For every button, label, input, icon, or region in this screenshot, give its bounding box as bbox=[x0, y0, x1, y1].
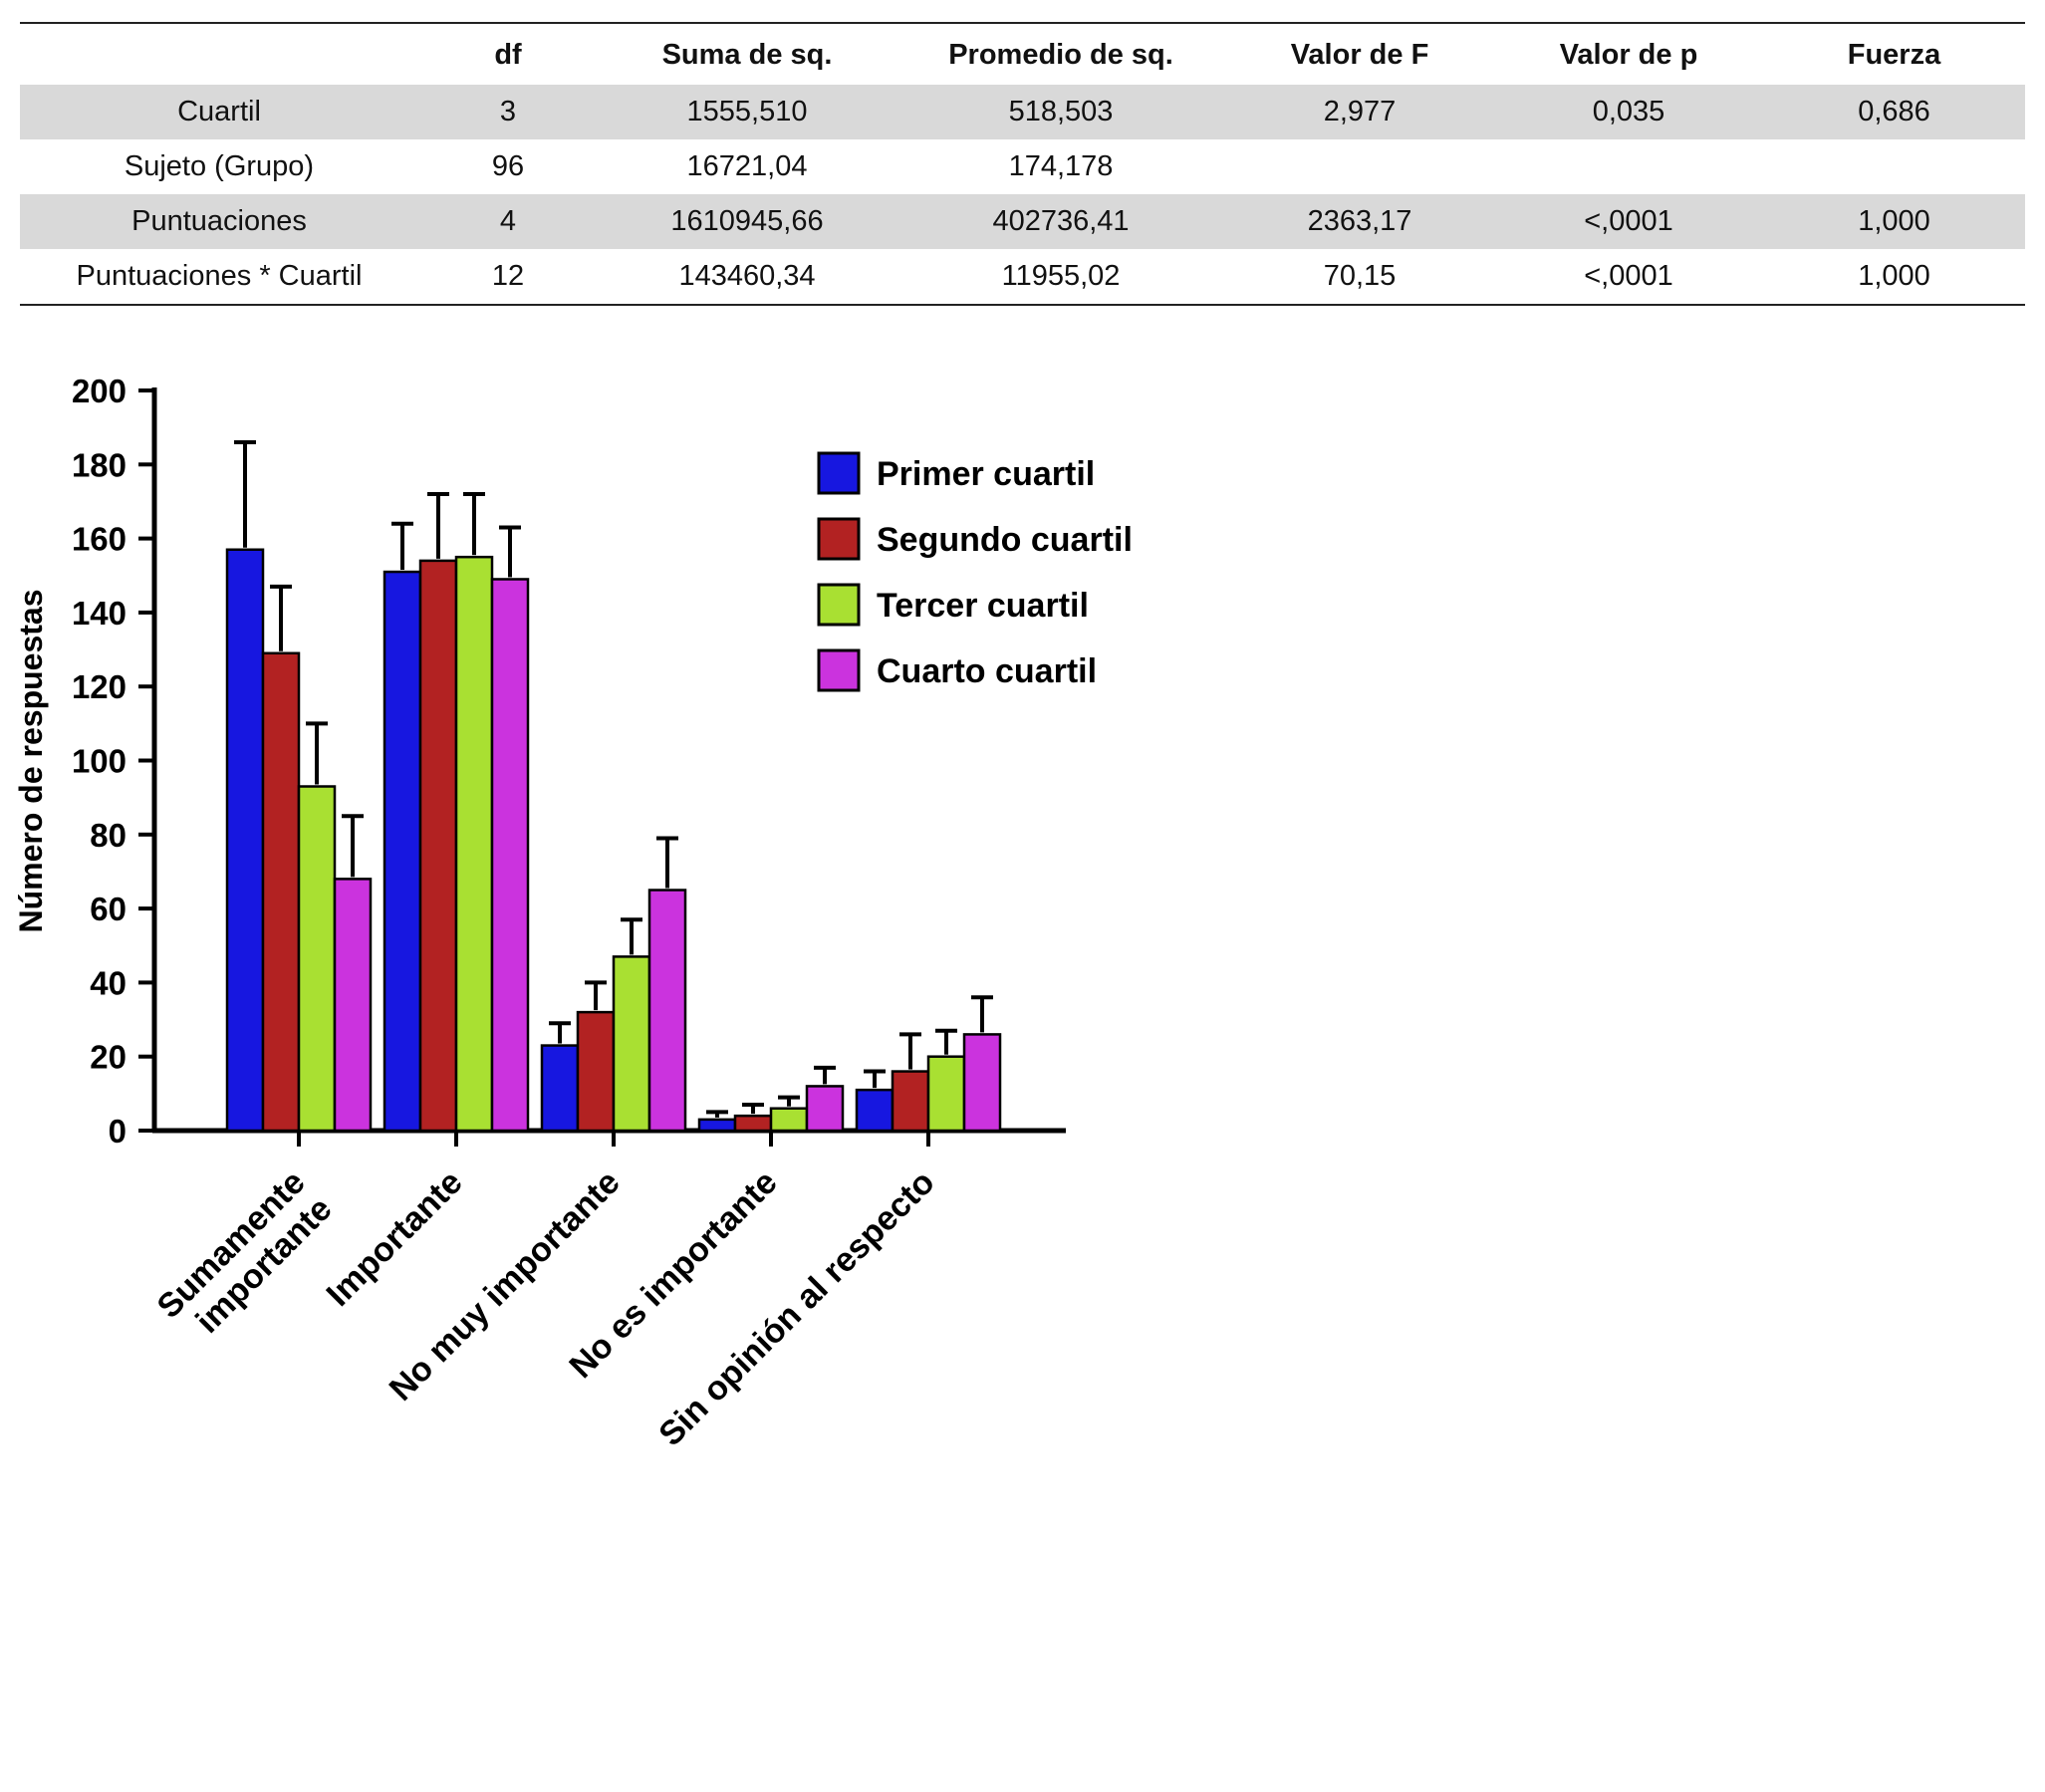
table-cell: 2363,17 bbox=[1307, 205, 1412, 237]
x-category-label: Sin opinión al respecto bbox=[651, 1163, 941, 1453]
bar bbox=[540, 1044, 580, 1133]
legend-swatch bbox=[817, 583, 861, 627]
bar bbox=[891, 1070, 930, 1133]
column-header: Promedio de sq. bbox=[948, 39, 1173, 71]
table-row: Cuartil 3 1555,510 518,503 2,977 0,035 0,686 bbox=[20, 85, 2025, 139]
anova-table-header: df Suma de sq. Promedio de sq. Valor de F Va… bbox=[20, 23, 2025, 85]
bar bbox=[297, 785, 337, 1133]
legend-label: Primer cuartil bbox=[877, 455, 1095, 493]
table-cell: 402736,41 bbox=[992, 205, 1130, 237]
y-tick-label: 200 bbox=[72, 373, 127, 409]
bar bbox=[926, 1055, 966, 1133]
table-cell: 1555,510 bbox=[686, 96, 808, 128]
y-tick-label: 40 bbox=[90, 964, 127, 1001]
table-cell: 2,977 bbox=[1323, 96, 1397, 128]
table-cell: 1,000 bbox=[1858, 260, 1930, 292]
table-cell: 518,503 bbox=[1008, 96, 1114, 128]
row-label: Puntuaciones * Cuartil bbox=[76, 260, 363, 292]
column-header: Suma de sq. bbox=[661, 39, 833, 71]
table-cell: 0,035 bbox=[1592, 96, 1665, 128]
table-cell: 0,686 bbox=[1858, 96, 1930, 128]
legend-swatch bbox=[817, 517, 861, 561]
table-cell: 4 bbox=[499, 205, 517, 237]
column-header: Valor de p bbox=[1559, 39, 1698, 71]
column-header: Fuerza bbox=[1847, 39, 1941, 71]
y-tick-label: 80 bbox=[90, 817, 127, 854]
table-cell bbox=[1763, 139, 2025, 194]
bar bbox=[261, 651, 301, 1133]
legend-label: Segundo cuartil bbox=[877, 521, 1133, 559]
grouped-bar-chart: 0 20 40 60 80 100 120 140 160 180 200 Número de res… bbox=[13, 373, 1133, 1453]
y-tick-label: 0 bbox=[109, 1113, 127, 1150]
legend-swatch bbox=[817, 451, 861, 495]
bar bbox=[454, 555, 494, 1133]
row-label: Cuartil bbox=[177, 96, 261, 128]
bar bbox=[612, 955, 651, 1133]
row-label-header bbox=[20, 23, 418, 85]
legend-label: Tercer cuartil bbox=[877, 587, 1089, 625]
bar bbox=[576, 1010, 616, 1133]
x-category-label: Sumamenteimportante bbox=[150, 1163, 340, 1353]
y-axis-title: Número de respuestas bbox=[13, 589, 49, 932]
bar bbox=[418, 559, 458, 1133]
table-cell: 143460,34 bbox=[678, 260, 816, 292]
table-row: Sujeto (Grupo) 96 16721,04 174,178 bbox=[20, 139, 2025, 194]
table-cell: 16721,04 bbox=[686, 150, 808, 182]
table-cell: 3 bbox=[499, 96, 517, 128]
bar bbox=[490, 578, 530, 1133]
bar bbox=[225, 548, 265, 1133]
table-cell: 1610945,66 bbox=[670, 205, 824, 237]
anova-table-body: Cuartil 3 1555,510 518,503 2,977 0,035 0,686 Su… bbox=[20, 85, 2025, 305]
bar bbox=[733, 1114, 773, 1133]
legend-swatch bbox=[817, 648, 861, 692]
table-row: Puntuaciones * Cuartil 12 143460,34 11955,0… bbox=[20, 249, 2025, 305]
table-cell: 12 bbox=[491, 260, 525, 292]
bar bbox=[962, 1033, 1002, 1133]
row-label: Sujeto (Grupo) bbox=[124, 150, 315, 182]
column-header: Valor de F bbox=[1290, 39, 1429, 71]
y-tick-label: 20 bbox=[90, 1039, 127, 1076]
table-cell: 11955,02 bbox=[1001, 260, 1121, 292]
bar bbox=[855, 1088, 895, 1133]
bar bbox=[805, 1085, 845, 1133]
column-header: df bbox=[494, 39, 522, 71]
y-tick-label: 60 bbox=[90, 891, 127, 927]
table-cell: <,0001 bbox=[1584, 260, 1673, 292]
y-tick-label: 100 bbox=[72, 743, 127, 780]
row-label: Puntuaciones bbox=[131, 205, 307, 237]
table-cell bbox=[1225, 139, 1494, 194]
table-cell: 1,000 bbox=[1858, 205, 1930, 237]
x-category-label: Importante bbox=[320, 1163, 470, 1314]
table-cell bbox=[1494, 139, 1763, 194]
anova-table: df Suma de sq. Promedio de sq. Valor de F Va… bbox=[20, 22, 2025, 306]
anova-header-row: df Suma de sq. Promedio de sq. Valor de F Va… bbox=[20, 23, 2025, 85]
bar bbox=[769, 1107, 809, 1133]
bar bbox=[647, 889, 687, 1133]
table-cell: 174,178 bbox=[1008, 150, 1114, 182]
bar bbox=[383, 570, 422, 1133]
table-cell: 70,15 bbox=[1323, 260, 1397, 292]
y-tick-label: 140 bbox=[72, 595, 127, 632]
table-row: Puntuaciones 4 1610945,66 402736,41 2363,17 <… bbox=[20, 194, 2025, 249]
y-tick-label: 180 bbox=[72, 446, 127, 483]
table-cell: <,0001 bbox=[1584, 205, 1673, 237]
y-tick-label: 160 bbox=[72, 521, 127, 558]
bar bbox=[697, 1118, 737, 1133]
legend-label: Cuarto cuartil bbox=[877, 652, 1097, 690]
y-tick-label: 120 bbox=[72, 668, 127, 705]
bar bbox=[333, 878, 373, 1133]
table-cell: 96 bbox=[491, 150, 525, 182]
